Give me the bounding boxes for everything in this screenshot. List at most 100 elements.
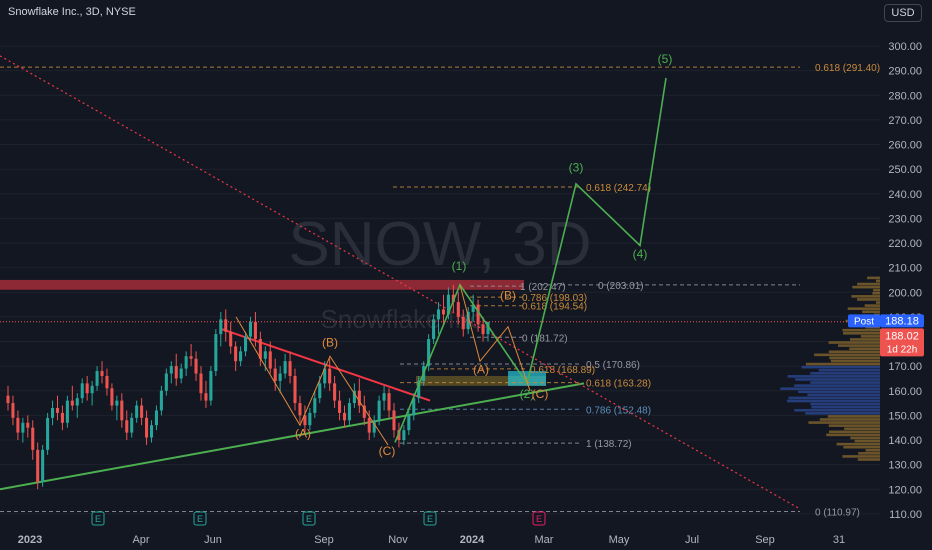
fib-label: 0.618 (291.40)	[815, 63, 880, 74]
candle-body	[194, 358, 198, 374]
candle	[338, 390, 342, 421]
candle	[65, 395, 69, 428]
time-tick-label: Jun	[204, 534, 222, 546]
price-axis[interactable]: 110.00 120.00 130.00 140.00 150.00 160.00 170.…	[888, 41, 922, 521]
candle	[26, 415, 30, 438]
candle	[95, 366, 99, 391]
candle-body	[338, 400, 342, 413]
candle-body	[209, 371, 213, 401]
volume-bar	[828, 424, 880, 427]
time-tick-label: Mar	[535, 534, 554, 546]
earnings-marker[interactable]: E	[532, 511, 546, 526]
candle-body	[100, 371, 104, 376]
price-tick-label: 230.00	[888, 213, 922, 225]
earnings-marker[interactable]: E	[193, 511, 207, 526]
volume-bar	[807, 393, 880, 397]
candle-body	[120, 400, 124, 421]
candle-body	[70, 400, 74, 406]
candle-body	[298, 403, 302, 416]
candle-body	[55, 407, 60, 413]
candle	[441, 294, 445, 325]
volume-bar	[810, 402, 880, 406]
wave-label: (B)	[322, 335, 338, 349]
earnings-marker[interactable]: E	[302, 511, 316, 526]
earnings-marker-box	[302, 511, 316, 526]
price-tick-label: 300.00	[888, 41, 922, 53]
volume-bar	[843, 445, 880, 449]
candle-body	[347, 403, 351, 421]
post-price: 188.18	[885, 315, 919, 327]
earnings-marker-label: E	[536, 514, 542, 524]
fib-label: 0.786 (152.48)	[586, 405, 651, 416]
candle	[164, 368, 168, 396]
candle	[481, 316, 485, 342]
candle-body	[333, 383, 337, 401]
earnings-marker[interactable]: E	[91, 511, 105, 526]
candle	[392, 403, 396, 438]
time-tick-label: Apr	[132, 534, 149, 546]
price-tick-label: 270.00	[888, 115, 922, 127]
candle	[36, 442, 40, 490]
candle-body	[90, 385, 94, 394]
candle-body	[441, 309, 445, 315]
volume-bar	[851, 295, 880, 298]
candle-body	[154, 410, 158, 426]
symbol-title: Snowflake Inc., 3D, NYSE	[8, 6, 136, 18]
candle	[313, 390, 317, 418]
candle-body	[179, 368, 183, 379]
candle	[328, 358, 332, 391]
candle-body	[31, 427, 35, 450]
candle-body	[243, 336, 248, 352]
candle	[402, 425, 406, 445]
candle-body	[382, 393, 386, 401]
volume-bar	[867, 276, 880, 280]
fib-zone-cyan	[508, 371, 546, 386]
candle	[70, 385, 74, 411]
resistance-zone	[0, 279, 524, 290]
volume-bar	[854, 439, 880, 443]
candle	[239, 346, 243, 367]
support-trendline	[0, 382, 585, 491]
volume-bar	[873, 288, 880, 292]
last-price: 188.02	[885, 330, 919, 342]
candle-body	[357, 390, 361, 406]
candle	[85, 375, 89, 401]
candle-body	[204, 393, 208, 401]
candle	[248, 316, 253, 342]
currency-button[interactable]: USD	[884, 4, 922, 22]
candle-body	[432, 319, 436, 340]
time-axis[interactable]: 2023 Apr Jun Sep Nov 2024 Mar May Jul Sep 31	[18, 534, 845, 546]
volume-bar	[780, 387, 880, 391]
candle	[219, 311, 223, 347]
price-badges: Post 188.18 188.02 1d 22h	[0, 314, 924, 357]
candle	[342, 405, 347, 428]
candle-body	[60, 412, 64, 423]
candle-body	[80, 383, 84, 399]
candle	[41, 444, 45, 487]
fib-label: 1 (138.72)	[586, 439, 632, 450]
candle	[120, 393, 124, 428]
candle	[466, 307, 470, 335]
volume-bar	[829, 356, 880, 360]
candle	[387, 388, 391, 418]
volume-bar	[875, 301, 880, 304]
price-tick-label: 150.00	[888, 410, 922, 422]
fib-label: 0 (181.72)	[522, 333, 568, 344]
earnings-marker[interactable]: E	[423, 511, 437, 526]
candle-body	[159, 390, 163, 411]
candle	[90, 380, 94, 406]
candle	[436, 302, 441, 335]
volume-bar	[849, 338, 880, 341]
candle-body	[130, 417, 134, 433]
candle-body	[258, 339, 262, 359]
candle	[55, 395, 60, 421]
candle	[229, 321, 233, 354]
time-tick-label: 2023	[18, 534, 42, 546]
earnings-marker-label: E	[95, 514, 101, 524]
candle	[347, 398, 351, 426]
fib-zones	[0, 279, 546, 386]
candle-body	[461, 316, 465, 330]
candle	[184, 351, 188, 376]
